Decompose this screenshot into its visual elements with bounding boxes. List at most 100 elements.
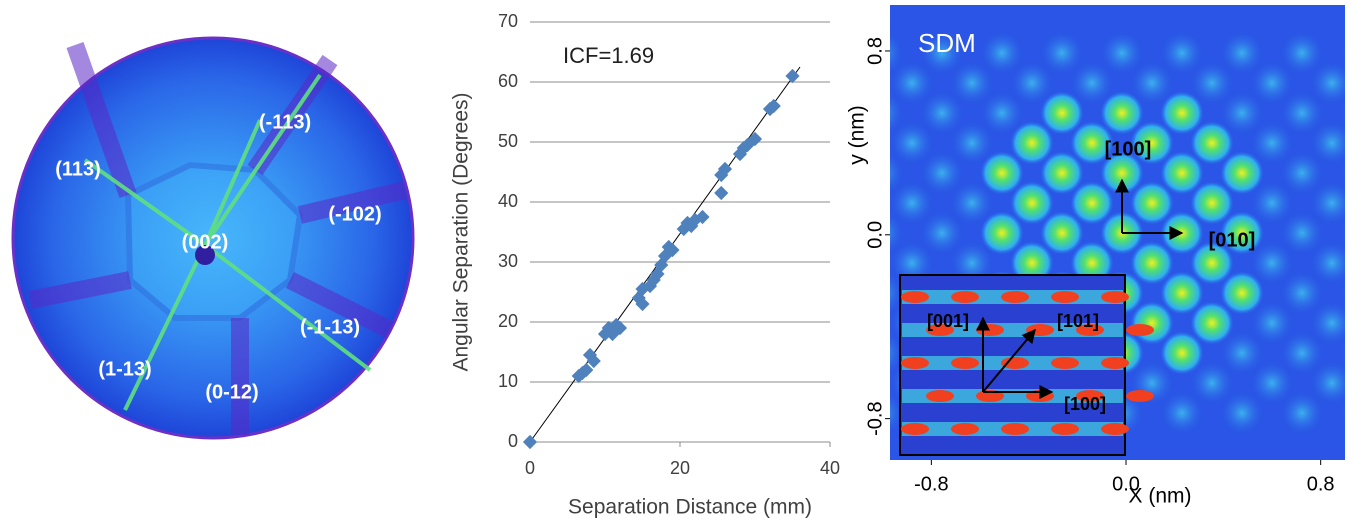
spot [1101,423,1129,435]
spot [830,301,874,345]
y-tick-label: 0 [508,431,518,451]
spot [890,32,904,74]
spot [890,61,934,105]
y-tick-label: 30 [498,251,518,271]
x-tick-label: 0.8 [1307,473,1335,495]
spot [1310,61,1345,105]
spot [740,331,784,375]
y-tick-label: 20 [498,311,518,331]
point [785,68,800,84]
spot [1340,399,1345,427]
y-axis-label: Angular Separation (Degrees) [450,93,473,372]
spot [770,121,814,165]
spot [1070,181,1114,225]
spot [1250,181,1294,225]
point [586,353,601,369]
annotation: (0-12) [205,381,258,403]
x-tick-label: 0 [525,458,535,478]
annotation: (1-13) [98,358,151,380]
point [766,98,781,114]
spot [1340,39,1345,67]
spot [1076,390,1104,402]
spot [1010,61,1054,105]
spot [1250,61,1294,105]
spot [1051,423,1079,435]
spot [890,92,904,134]
annotation: (113) [55,158,101,180]
spot [901,291,929,303]
spot [980,151,1024,195]
spot [1280,331,1324,375]
spot [1280,271,1324,315]
spot [1010,121,1054,165]
spot [1101,291,1129,303]
spot [1190,301,1234,345]
spot [770,181,814,225]
y-tick-label: 60 [498,71,518,91]
spot [1220,331,1264,375]
spot [890,181,934,225]
spot [1250,361,1294,405]
stripe [902,389,1123,403]
spot [1310,361,1345,405]
x-tick-label: 0.0 [1112,473,1140,495]
spot [770,301,814,345]
spot [1190,61,1234,105]
spot [800,211,844,255]
spot [920,211,964,255]
spot [1130,121,1174,165]
point [612,320,628,336]
spot [951,357,979,369]
y-tick-label: 0.0 [864,221,886,249]
spot [1160,331,1204,375]
spot [901,423,929,435]
spot [740,211,784,255]
spot [1250,121,1294,165]
image-title: SDM [918,28,976,58]
spot [830,181,874,225]
spot [1051,357,1079,369]
spot [950,61,994,105]
spot [1160,391,1204,435]
spot [1070,61,1114,105]
spot [1220,271,1264,315]
spot [1100,151,1144,195]
point [747,131,763,147]
annotation: (-102) [328,203,381,225]
spot [890,121,934,165]
y-tick-label: 40 [498,191,518,211]
spot [1160,271,1204,315]
spot [1130,181,1174,225]
spot [1220,31,1264,75]
spot [1100,91,1144,135]
spot [1160,151,1204,195]
spot [976,324,1004,336]
spot [980,91,1024,135]
spot [890,152,904,194]
spot [1040,31,1084,75]
spot [770,361,814,405]
spot [1340,339,1345,367]
stripe [902,323,1123,337]
spot [1280,211,1324,255]
y-tick-label: 0.8 [864,37,886,65]
spot [901,357,929,369]
spot [1001,423,1029,435]
spot [1280,31,1324,75]
spot [1340,159,1345,187]
spot [926,324,954,336]
annotation: ICF=1.69 [563,43,654,68]
spot [800,151,844,195]
spot [1126,324,1154,336]
spot [830,361,874,405]
spot [950,121,994,165]
point [695,209,710,225]
y-tick-label: 10 [498,371,518,391]
spot [1220,151,1264,195]
spot [1160,91,1204,135]
spot [926,390,954,402]
spot [1190,241,1234,285]
point [635,296,650,312]
spot [1070,121,1114,165]
y-tick-label: -0.8 [864,401,886,435]
